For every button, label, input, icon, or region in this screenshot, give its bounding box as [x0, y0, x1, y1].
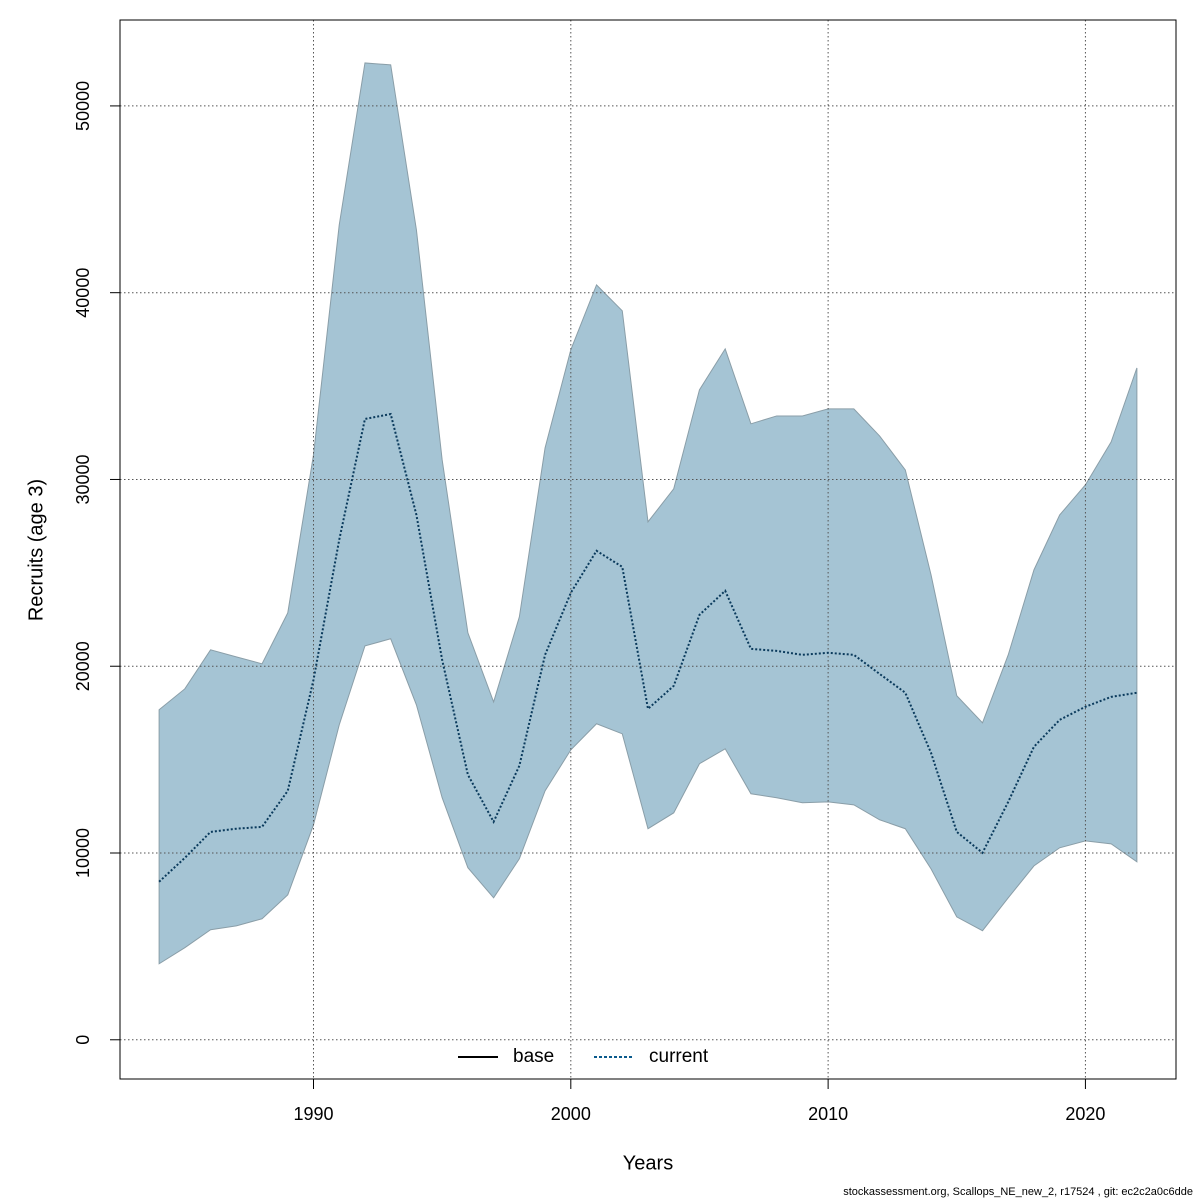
legend-label: current — [649, 1046, 709, 1067]
x-tick-label: 2010 — [808, 1104, 848, 1124]
series-line — [158, 412, 1138, 883]
y-tick-label: 30000 — [73, 454, 93, 504]
x-tick-label: 2000 — [551, 1104, 591, 1124]
y-tick-label: 0 — [73, 1035, 93, 1045]
y-tick-label: 10000 — [73, 828, 93, 878]
y-tick-label: 50000 — [73, 81, 93, 131]
legend-label: base — [513, 1046, 554, 1067]
confidence-band — [158, 62, 1138, 965]
x-axis-label: Years — [623, 1152, 673, 1174]
x-tick-label: 2020 — [1065, 1104, 1105, 1124]
y-axis-label: Recruits (age 3) — [25, 479, 47, 621]
y-tick-label: 20000 — [73, 641, 93, 691]
footer: stockassessment.org, Scallops_NE_new_2, … — [843, 1186, 1193, 1198]
y-tick-label: 40000 — [73, 268, 93, 318]
x-tick-label: 1990 — [293, 1104, 333, 1124]
plot-frame — [119, 19, 1177, 1080]
